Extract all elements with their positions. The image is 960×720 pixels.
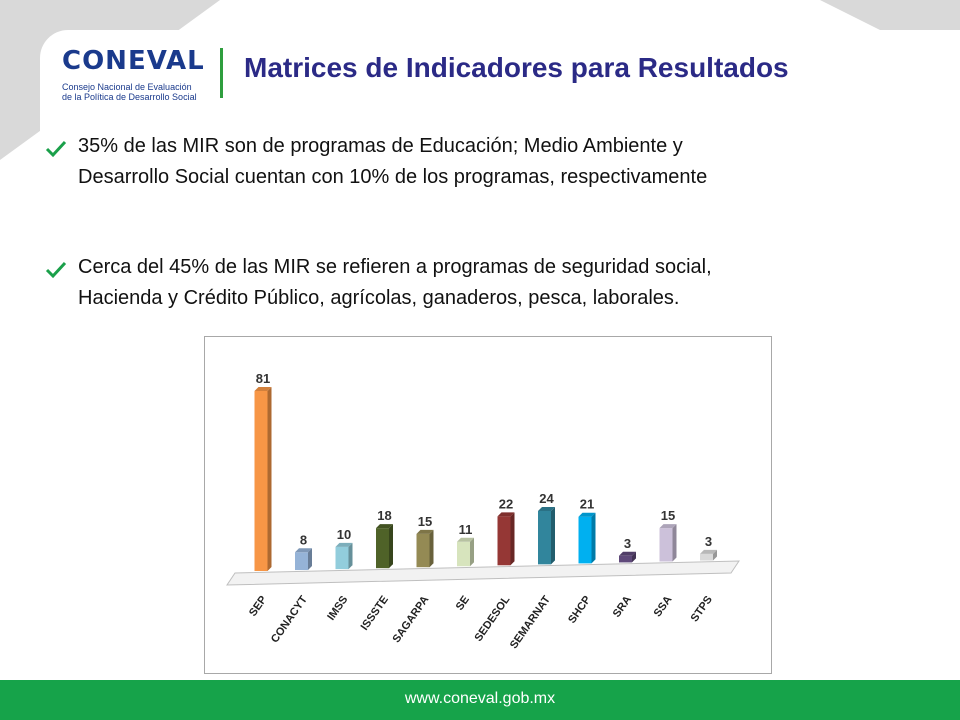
bullet-2-line-1: Cerca del 45% de las MIR se refieren a p… [78,256,712,278]
bar-se [457,537,474,567]
tick-label-sra: SRA [611,594,634,620]
bar-sagarpa [416,529,434,568]
bar-semarnat [538,507,555,565]
data-label-semarnat: 24 [539,491,554,506]
data-label-conacyt: 8 [300,532,307,547]
data-label-imss: 10 [337,527,351,542]
coneval-logo: CONEVAL Consejo Nacional de Evaluación d… [62,46,212,104]
tick-label-stps: STPS [689,594,715,624]
bar-sedesol [497,512,515,566]
bar-chart: 81 SEP 8 CONACYT 10 IMSS 18 ISSSTE 15 SAGARPA 11 SE… [226,371,740,652]
footer-url[interactable]: www.coneval.gob.mx [404,690,556,707]
data-label-sagarpa: 15 [418,514,432,529]
data-label-shcp: 21 [580,497,594,512]
tick-label-ssa: SSA [652,594,675,619]
tick-label-conacyt: CONACYT [269,594,310,646]
data-label-se: 11 [459,522,473,537]
bar-sep [254,387,272,571]
tick-label-imss: IMSS [325,594,350,623]
bar-ssa [659,524,677,562]
data-label-ssa: 15 [661,508,675,523]
bullet-1-line-2: Desarrollo Social cuentan con 10% de los… [78,166,708,188]
data-label-sep: 81 [256,371,270,386]
bar-issste [376,524,393,569]
chart-floor [226,560,740,586]
tick-label-sep: SEP [247,594,269,619]
data-label-sra: 3 [624,536,631,551]
tick-label-shcp: SHCP [566,594,593,626]
tick-label-se: SE [454,594,472,613]
tick-label-semarnat: SEMARNAT [508,594,553,652]
bar-stps [700,549,717,561]
logo-name: CONEVAL [62,46,205,76]
logo-subtitle-2: de la Política de Desarrollo Social [62,92,197,102]
data-label-stps: 3 [705,534,712,549]
title-divider [220,48,223,98]
bar-conacyt [295,548,312,571]
data-label-issste: 18 [377,508,391,523]
tick-label-issste: ISSSTE [359,594,391,633]
tick-label-sagarpa: SAGARPA [391,594,432,645]
bar-imss [335,542,353,570]
footer-bar [0,680,960,720]
bullet-1-line-1: 35% de las MIR son de programas de Educa… [78,135,683,157]
check-icon [45,140,67,158]
tick-label-sedesol: SEDESOL [472,594,512,644]
logo-subtitle-1: Consejo Nacional de Evaluación [62,82,192,92]
chart-frame: 81 SEP 8 CONACYT 10 IMSS 18 ISSSTE 15 SAGARPA 11 SE… [204,336,772,674]
bar-shcp [578,512,596,564]
page-title: Matrices de Indicadores para Resultados [244,52,789,83]
check-icon [45,261,67,279]
data-label-sedesol: 22 [499,496,513,511]
bullet-2-line-2: Hacienda y Crédito Público, agrícolas, g… [78,287,680,309]
bar-sra [619,551,636,563]
